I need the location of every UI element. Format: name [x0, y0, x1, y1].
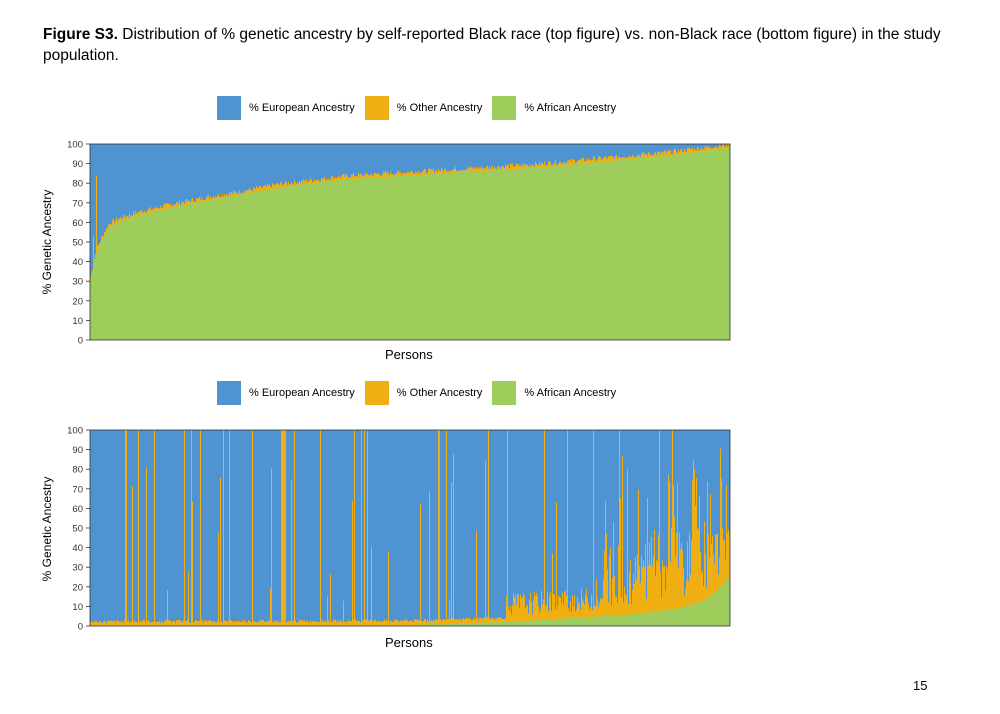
- y-tick-label: 40: [72, 257, 83, 268]
- y-tick-label: 70: [72, 198, 83, 209]
- y-tick-label: 80: [72, 179, 83, 190]
- legend-swatch-european: [217, 381, 241, 405]
- x-axis-label-top: Persons: [385, 347, 433, 362]
- legend-label-other: % Other Ancestry: [396, 387, 483, 399]
- y-tick-label: 0: [78, 336, 83, 347]
- y-tick-label: 90: [72, 445, 83, 456]
- african-ancestry-area: [90, 147, 730, 340]
- y-tick-label: 60: [72, 504, 83, 515]
- african-ancestry-area: [90, 577, 730, 626]
- figure-caption-text: Distribution of % genetic ancestry by se…: [43, 26, 941, 64]
- y-tick-label: 30: [72, 563, 83, 574]
- y-tick-label: 90: [72, 159, 83, 170]
- y-axis-label-top: % Genetic Ancestry: [40, 189, 54, 295]
- y-tick-label: 80: [72, 465, 83, 476]
- legend-item-other: % Other Ancestry: [364, 96, 483, 120]
- legend-swatch-other: [364, 96, 389, 120]
- y-tick-label: 20: [72, 582, 83, 593]
- chart-svg-bottom: 0 10 20 30 40 50 60 70 80 90 100: [67, 426, 731, 633]
- legend-swatch-european: [217, 96, 241, 120]
- legend-swatch-african: [492, 96, 517, 120]
- y-tick-label: 10: [72, 316, 83, 327]
- legend-swatch-other: [364, 381, 389, 405]
- y-tick-label: 50: [72, 238, 83, 249]
- legend-item-african: % African Ancestry: [492, 96, 616, 120]
- y-tick-label: 50: [72, 524, 83, 535]
- legend-item-african: % African Ancestry: [492, 381, 616, 405]
- legend-item-other: % Other Ancestry: [364, 381, 483, 405]
- y-tick-label: 100: [67, 140, 83, 151]
- y-tick-label: 40: [72, 543, 83, 554]
- y-tick-label: 60: [72, 218, 83, 229]
- legend-label-european: % European Ancestry: [249, 102, 355, 114]
- ancestry-chart-non-black-race: 0 10 20 30 40 50 60 70 80 90 100: [40, 422, 740, 634]
- legend-label-african: % African Ancestry: [524, 102, 617, 114]
- chart-svg-top: 0 10 20 30 40 50 60 70 80 90 100: [67, 140, 731, 347]
- y-tick-label: 20: [72, 296, 83, 307]
- european-ancestry-area: [90, 430, 730, 626]
- legend-top-chart: % European Ancestry % Other Ancestry % A…: [217, 95, 626, 121]
- legend-label-african: % African Ancestry: [524, 387, 617, 399]
- legend-label-other: % Other Ancestry: [396, 102, 483, 114]
- y-tick-label: 100: [67, 426, 83, 437]
- y-tick-label: 10: [72, 602, 83, 613]
- legend-item-european: % European Ancestry: [217, 381, 355, 405]
- legend-label-european: % European Ancestry: [249, 387, 355, 399]
- legend-item-european: % European Ancestry: [217, 96, 355, 120]
- other-ancestry-area: [90, 430, 730, 626]
- y-tick-label: 30: [72, 277, 83, 288]
- y-tick-label: 70: [72, 484, 83, 495]
- y-tick-label: 0: [78, 622, 83, 633]
- legend-swatch-african: [492, 381, 517, 405]
- ancestry-chart-black-race: 0 10 20 30 40 50 60 70 80 90 100: [40, 136, 740, 348]
- figure-label: Figure S3.: [43, 26, 118, 43]
- y-axis-label-bottom: % Genetic Ancestry: [40, 476, 54, 582]
- page-number: 15: [913, 678, 928, 693]
- figure-caption: Figure S3. Distribution of % genetic anc…: [43, 24, 943, 66]
- legend-bottom-chart: % European Ancestry % Other Ancestry % A…: [217, 380, 626, 406]
- x-axis-label-bottom: Persons: [385, 635, 433, 650]
